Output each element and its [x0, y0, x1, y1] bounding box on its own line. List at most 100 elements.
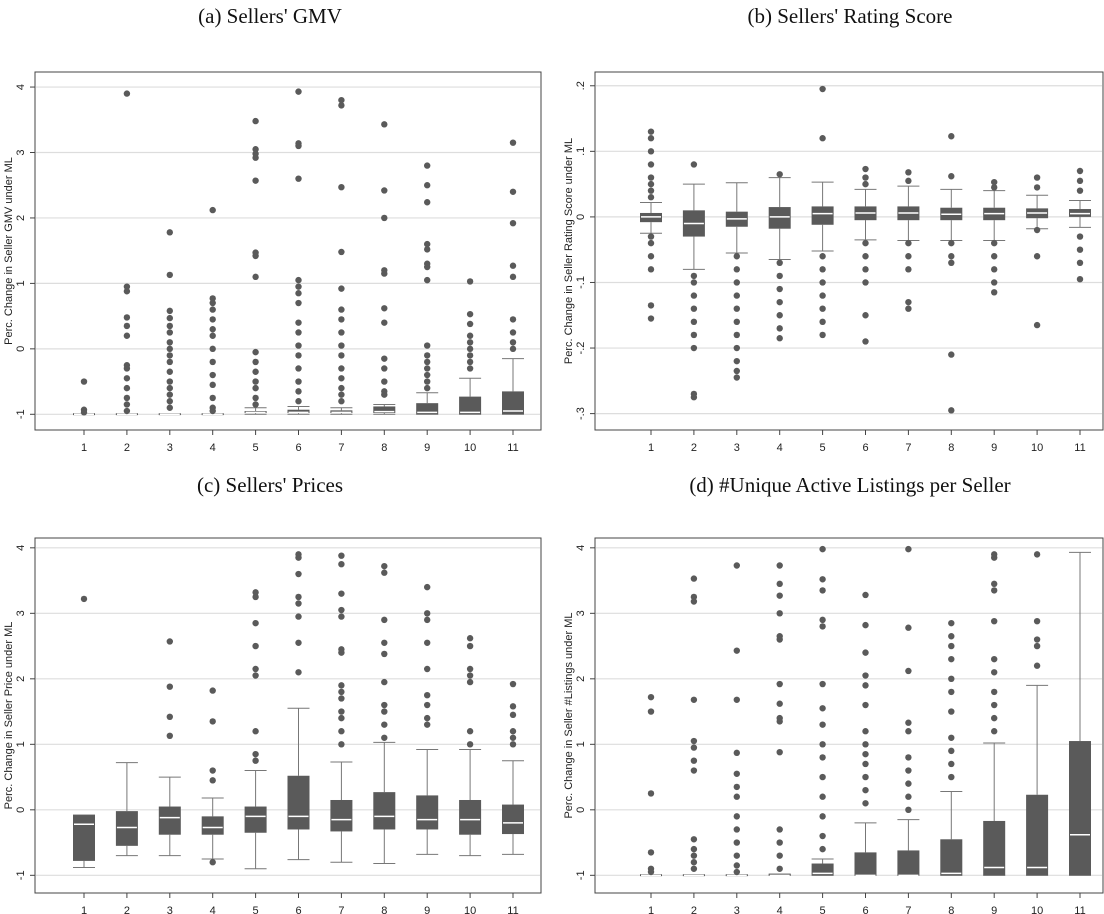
x-tick-label: 5	[253, 905, 259, 914]
outlier	[252, 177, 259, 184]
outlier	[295, 593, 302, 601]
outlier	[381, 721, 388, 728]
outlier	[819, 793, 826, 800]
outlier	[819, 85, 826, 93]
outlier	[424, 701, 431, 709]
outlier	[819, 773, 826, 781]
box	[459, 799, 482, 835]
outlier	[905, 169, 912, 176]
outlier	[690, 757, 698, 764]
x-tick-label: 11	[507, 442, 518, 454]
outlier	[509, 728, 517, 735]
box	[811, 863, 834, 876]
outlier	[338, 613, 345, 620]
outlier	[948, 747, 955, 755]
outlier	[647, 161, 655, 168]
outlier	[948, 708, 955, 715]
outlier	[424, 583, 431, 591]
outlier	[905, 266, 912, 273]
outlier	[466, 642, 474, 650]
y-tick-label: -.1	[575, 276, 587, 289]
x-tick-label: 4	[777, 442, 783, 454]
outlier	[733, 647, 740, 654]
outlier	[166, 384, 173, 392]
x-tick-label: 9	[991, 905, 997, 914]
outlier	[295, 352, 302, 359]
outlier	[123, 288, 131, 295]
outlier	[338, 714, 345, 722]
outlier	[381, 639, 388, 646]
outlier	[905, 780, 912, 787]
outlier	[424, 199, 431, 206]
y-tick-label: -.3	[575, 407, 587, 420]
outlier	[338, 375, 345, 382]
outlier	[948, 173, 955, 180]
outlier	[466, 358, 474, 366]
box	[287, 775, 310, 830]
outlier	[1033, 551, 1041, 558]
outlier	[647, 253, 655, 260]
y-tick-label: -1	[15, 870, 27, 880]
outlier	[123, 90, 131, 97]
outlier	[424, 352, 431, 359]
outlier	[905, 545, 912, 553]
outlier	[991, 279, 998, 286]
outlier	[733, 813, 740, 820]
outlier	[991, 587, 998, 594]
outlier	[295, 175, 302, 182]
outlier	[252, 368, 259, 375]
outlier	[295, 600, 302, 607]
y-tick-label: 3	[15, 149, 27, 155]
outlier	[776, 580, 783, 588]
outlier	[991, 728, 998, 735]
outlier	[862, 760, 869, 768]
y-tick-label: 3	[15, 610, 27, 616]
outlier	[338, 316, 345, 323]
outlier	[424, 691, 431, 699]
x-tick-label: 5	[820, 442, 826, 454]
y-tick-label: 1	[575, 741, 587, 747]
outlier	[466, 741, 474, 748]
outlier	[776, 335, 783, 342]
outlier	[905, 298, 912, 306]
outlier	[862, 701, 869, 709]
outlier	[862, 266, 869, 273]
outlier	[123, 407, 131, 415]
x-tick-label: 2	[691, 442, 697, 454]
outlier	[819, 741, 826, 748]
outlier	[209, 206, 216, 214]
outlier	[905, 239, 912, 247]
outlier	[862, 165, 869, 173]
y-tick-label: 2	[15, 676, 27, 682]
box	[854, 852, 877, 876]
outlier	[123, 322, 131, 330]
outlier	[690, 836, 698, 843]
outlier	[466, 672, 474, 679]
outlier	[733, 367, 740, 375]
outlier	[991, 178, 998, 186]
outlier	[381, 562, 388, 570]
box	[502, 391, 524, 415]
box	[940, 839, 963, 876]
x-tick-label: 1	[648, 442, 654, 454]
box	[373, 406, 396, 413]
outlier	[776, 272, 783, 280]
outlier	[123, 394, 131, 402]
outlier	[647, 849, 655, 856]
outlier	[690, 292, 698, 299]
outlier	[424, 371, 431, 379]
box	[287, 409, 310, 413]
box	[897, 850, 920, 876]
x-tick-label: 1	[81, 442, 87, 454]
outlier	[776, 312, 783, 319]
outlier	[1033, 617, 1041, 625]
y-tick-label: 4	[15, 545, 27, 551]
outlier	[776, 592, 783, 599]
x-tick-label: 6	[862, 442, 868, 454]
x-tick-label: 9	[424, 442, 430, 454]
outlier	[466, 352, 474, 359]
outlier	[252, 117, 259, 125]
outlier	[776, 680, 783, 688]
outlier	[733, 318, 740, 326]
outlier	[1033, 321, 1041, 329]
